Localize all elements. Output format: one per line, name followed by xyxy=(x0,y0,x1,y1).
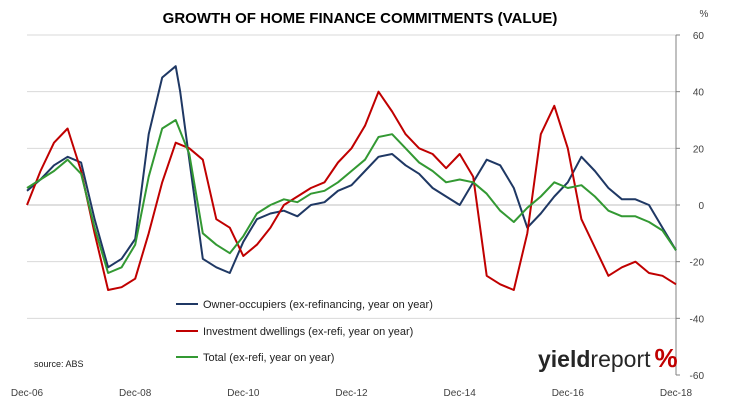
logo-word-report: report xyxy=(590,346,651,372)
x-tick-label-3: Dec-12 xyxy=(335,388,368,399)
x-tick-label-0: Dec-06 xyxy=(11,388,44,399)
x-tick-label-5: Dec-16 xyxy=(552,388,585,399)
legend-label-owner-occupiers: Owner-occupiers (ex-refinancing, year on… xyxy=(203,299,433,311)
x-axis-ticks: Dec-06 Dec-08 Dec-10 Dec-12 Dec-14 Dec-16 Dec-… xyxy=(11,388,693,399)
legend-label-investment-dwellings: Investment dwellings (ex-refi, year on y… xyxy=(203,326,413,338)
logo-percent-symbol: % xyxy=(655,343,678,373)
legend-label-total: Total (ex-refi, year on year) xyxy=(203,352,334,364)
y-axis-ticks: 60 40 20 0 -20 -40 -60 xyxy=(676,31,704,382)
yieldreport-logo: yieldreport% xyxy=(538,343,678,373)
y-tick-label-6: -60 xyxy=(690,371,705,382)
x-tick-label-6: Dec-18 xyxy=(660,388,693,399)
source-note: source: ABS xyxy=(34,359,84,369)
y-tick-label-1: 40 xyxy=(693,88,705,99)
y-tick-label-3: 0 xyxy=(698,201,704,212)
x-tick-label-4: Dec-14 xyxy=(444,388,477,399)
y-axis-unit-label: % xyxy=(700,9,709,20)
chart-title: GROWTH OF HOME FINANCE COMMITMENTS (VALU… xyxy=(163,10,558,27)
y-tick-label-4: -20 xyxy=(690,258,705,269)
y-tick-label-0: 60 xyxy=(693,31,705,42)
x-tick-label-1: Dec-08 xyxy=(119,388,152,399)
series-line-investment-dwellings xyxy=(26,90,677,291)
y-tick-label-5: -40 xyxy=(690,314,705,325)
legend: Owner-occupiers (ex-refinancing, year on… xyxy=(176,299,433,364)
series-line-owner-occupiers xyxy=(26,65,677,274)
y-tick-label-2: 20 xyxy=(693,144,705,155)
series-lines xyxy=(26,65,677,291)
logo-word-yield: yield xyxy=(538,346,590,372)
x-tick-label-2: Dec-10 xyxy=(227,388,260,399)
grid-lines xyxy=(27,34,676,319)
series-line-total xyxy=(26,119,677,274)
